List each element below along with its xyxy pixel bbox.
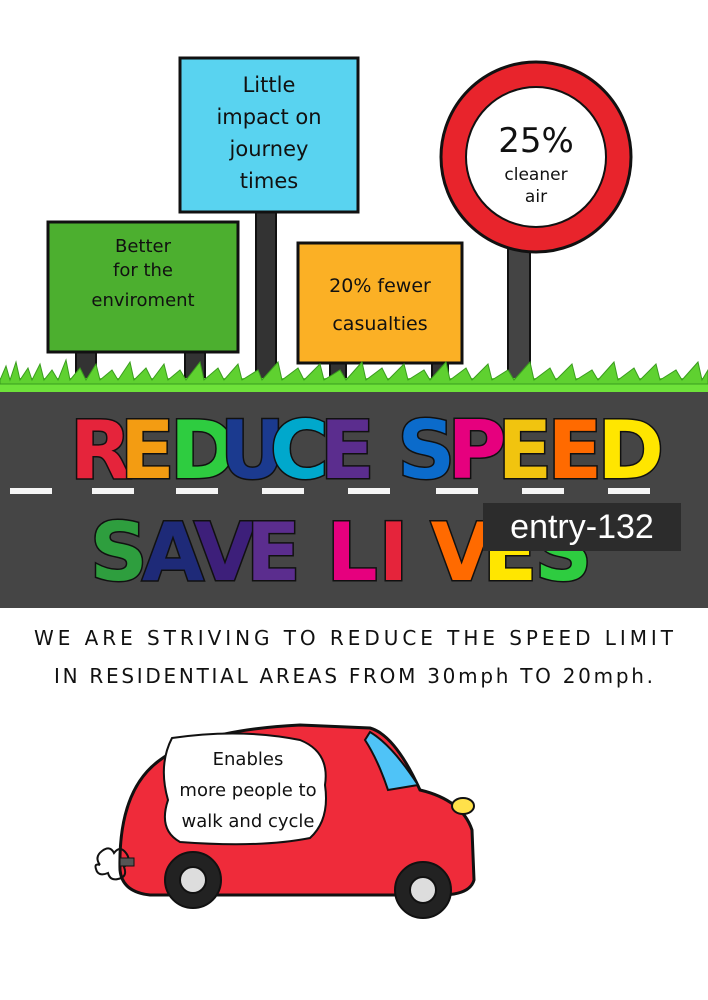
headline-1-letter-9: E xyxy=(498,404,553,497)
headline-2-letter-6: I xyxy=(379,506,409,599)
blue-sign-line-2: impact on xyxy=(216,105,321,129)
green-sign: Better for the enviroment xyxy=(46,220,240,381)
entry-id-tag: entry-132 xyxy=(483,503,681,551)
blue-sign-line-3: journey xyxy=(229,137,309,161)
headline-1-letter-7: S xyxy=(398,404,456,497)
headline-2-letter-3: E xyxy=(246,506,301,599)
round-sign-line-3: air xyxy=(525,187,547,207)
green-sign-line-3: enviroment xyxy=(91,290,194,311)
van-text-line-3: walk and cycle xyxy=(181,811,314,832)
headline-reduce-speed: REDUCE SPEED xyxy=(69,403,666,499)
headline-1-letter-2: D xyxy=(170,404,236,497)
blue-sign-line-4: times xyxy=(240,169,298,193)
statement-line-2: IN RESIDENTIAL AREAS FROM 30mph TO 20mph… xyxy=(54,664,654,688)
headline-1-letter-0: R xyxy=(70,404,132,497)
van-text-line-2: more people to xyxy=(179,780,316,801)
round-sign-line-2: cleaner xyxy=(504,165,567,185)
blue-sign-line-1: Little xyxy=(243,73,296,97)
van-illustration: Enables more people to walk and cycle xyxy=(94,723,476,919)
van-text-line-1: Enables xyxy=(213,749,284,770)
headline-1-letter-5: E xyxy=(320,404,375,497)
headline-1-letter-8: P xyxy=(448,404,507,497)
blue-sign: Little impact on journey times xyxy=(178,56,360,381)
round-sign-line-1: 25% xyxy=(498,121,574,161)
headline-1-letter-4: C xyxy=(270,404,329,497)
headline-2-letter-2: V xyxy=(194,506,256,599)
statement-line-1: WE ARE STRIVING TO REDUCE THE SPEED LIMI… xyxy=(34,626,674,650)
grass-strip xyxy=(0,358,708,394)
headline-1-letter-11: D xyxy=(598,404,664,497)
front-wheel xyxy=(394,861,452,919)
green-sign-line-2: for the xyxy=(113,260,173,281)
headline-1-letter-1: E xyxy=(120,404,175,497)
rear-wheel xyxy=(164,851,222,909)
orange-sign-line-2: casualties xyxy=(332,313,427,335)
road xyxy=(0,392,708,608)
orange-sign-line-1: 20% fewer xyxy=(329,275,431,297)
headline-1-letter-3: U xyxy=(220,404,285,497)
round-speed-sign: 25% cleaner air xyxy=(439,60,633,384)
orange-sign: 20% fewer casualties xyxy=(296,241,464,386)
exhaust-smoke-icon xyxy=(94,847,130,881)
headline-1-letter-10: E xyxy=(548,404,603,497)
green-sign-line-1: Better xyxy=(115,236,172,257)
headline-2-letter-1: A xyxy=(142,506,204,599)
headline-2-letter-0: S xyxy=(90,506,148,599)
headline-2-letter-5: L xyxy=(327,506,378,599)
